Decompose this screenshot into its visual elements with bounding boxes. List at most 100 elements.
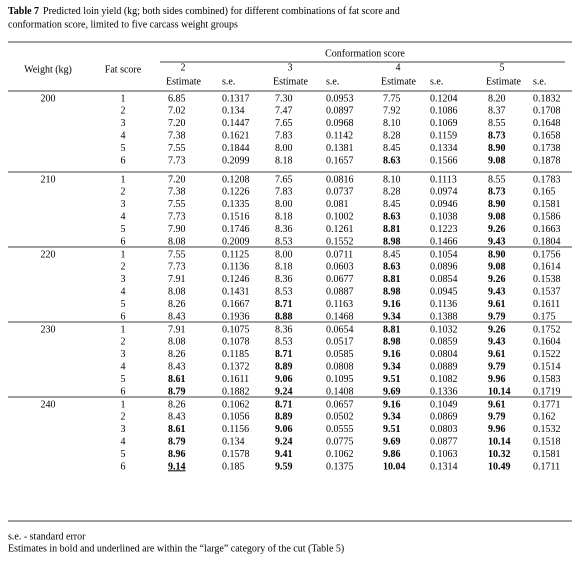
estimate-cell: 8.88 <box>275 311 293 322</box>
estimate-cell: 8.61 <box>168 424 186 435</box>
fat-score-cell: 6 <box>121 386 126 397</box>
se-cell: 0.0775 <box>326 436 354 447</box>
se-cell: 0.1032 <box>430 324 458 335</box>
se-cell: 0.1586 <box>533 211 561 222</box>
se-cell: 0.1771 <box>533 399 561 410</box>
footnote: Estimates in bold and underlined are wit… <box>8 543 344 554</box>
se-cell: 0.1049 <box>430 399 458 410</box>
se-cell: 0.1708 <box>533 106 561 117</box>
se-cell: 0.1882 <box>222 386 250 397</box>
estimate-cell: 8.18 <box>275 155 293 166</box>
se-cell: 0.1604 <box>533 337 561 348</box>
se-cell: 0.0974 <box>430 187 458 198</box>
estimate-cell: 8.53 <box>275 286 293 297</box>
footnote: s.e. - standard error <box>8 531 86 542</box>
estimate-cell: 8.89 <box>275 412 293 423</box>
se-cell: 0.1054 <box>430 249 458 260</box>
estimate-cell: 9.69 <box>383 386 401 397</box>
se-cell: 0.1388 <box>430 311 458 322</box>
se-cell: 0.165 <box>533 187 556 198</box>
estimate-cell: 8.63 <box>383 211 401 222</box>
se-cell: 0.0889 <box>430 361 458 372</box>
estimate-cell: 9.08 <box>488 211 506 222</box>
estimate-cell: 9.26 <box>488 224 506 235</box>
se-cell: 0.1335 <box>222 199 250 210</box>
se-cell: 0.1317 <box>222 93 250 104</box>
se-cell: 0.1075 <box>222 324 250 335</box>
se-cell: 0.0897 <box>326 106 354 117</box>
se-cell: 0.0854 <box>430 274 458 285</box>
se-cell: 0.1113 <box>430 174 457 185</box>
se-cell: 0.1804 <box>533 236 561 247</box>
se-cell: 0.1538 <box>533 274 561 285</box>
estimate-cell: 9.16 <box>383 349 401 360</box>
se-cell: 0.1223 <box>430 224 458 235</box>
fat-score-cell: 6 <box>121 236 126 247</box>
se-cell: 0.175 <box>533 311 556 322</box>
estimate-cell: 9.59 <box>275 461 293 472</box>
estimate-cell: 9.61 <box>488 349 506 360</box>
sub-header: s.e. <box>326 76 339 87</box>
se-cell: 0.1752 <box>533 324 561 335</box>
se-cell: 0.1719 <box>533 386 561 397</box>
se-cell: 0.0555 <box>326 424 354 435</box>
estimate-cell: 9.51 <box>383 424 401 435</box>
estimate-cell: 8.73 <box>488 187 506 198</box>
sub-header: Estimate <box>381 76 417 87</box>
se-cell: 0.1336 <box>430 386 458 397</box>
weight-cell: 200 <box>41 93 56 104</box>
se-cell: 0.1447 <box>222 118 250 129</box>
estimate-cell: 9.43 <box>488 337 506 348</box>
estimate-cell: 7.91 <box>168 274 186 285</box>
se-cell: 0.1431 <box>222 286 250 297</box>
estimate-cell: 8.28 <box>383 130 401 141</box>
column-header: Fat score <box>105 64 142 75</box>
se-cell: 0.1082 <box>430 374 458 385</box>
fat-score-cell: 1 <box>121 93 126 104</box>
estimate-cell: 9.14 <box>168 461 186 472</box>
se-cell: 0.1648 <box>533 118 561 129</box>
estimate-cell: 8.18 <box>275 211 293 222</box>
se-cell: 0.1226 <box>222 187 250 198</box>
se-cell: 0.1314 <box>430 461 458 472</box>
caption-text: conformation score, limited to five carc… <box>8 19 238 30</box>
se-cell: 0.1185 <box>222 349 249 360</box>
estimate-cell: 8.10 <box>383 118 401 129</box>
se-cell: 0.1537 <box>533 286 561 297</box>
estimate-cell: 9.43 <box>488 286 506 297</box>
estimate-cell: 8.45 <box>383 143 401 154</box>
estimate-cell: 9.08 <box>488 155 506 166</box>
estimate-cell: 9.79 <box>488 412 506 423</box>
estimate-cell: 8.00 <box>275 143 293 154</box>
fat-score-cell: 4 <box>121 361 126 372</box>
estimate-cell: 7.91 <box>168 324 186 335</box>
estimate-cell: 8.26 <box>168 399 186 410</box>
se-cell: 0.1408 <box>326 386 354 397</box>
fat-score-cell: 6 <box>121 155 126 166</box>
se-cell: 0.1069 <box>430 118 458 129</box>
se-cell: 0.1581 <box>533 199 561 210</box>
se-cell: 0.1468 <box>326 311 354 322</box>
estimate-cell: 8.98 <box>383 337 401 348</box>
estimate-cell: 8.55 <box>488 118 506 129</box>
se-cell: 0.1611 <box>222 374 249 385</box>
se-cell: 0.1583 <box>533 374 561 385</box>
estimate-cell: 8.63 <box>383 155 401 166</box>
estimate-cell: 9.69 <box>383 436 401 447</box>
estimate-cell: 8.71 <box>275 349 293 360</box>
estimate-cell: 9.08 <box>488 262 506 273</box>
se-cell: 0.1756 <box>533 249 561 260</box>
estimate-cell: 9.96 <box>488 424 506 435</box>
estimate-cell: 7.38 <box>168 130 186 141</box>
se-cell: 0.1832 <box>533 93 561 104</box>
se-cell: 0.1663 <box>533 224 561 235</box>
se-cell: 0.0869 <box>430 412 458 423</box>
estimate-cell: 8.53 <box>275 337 293 348</box>
fat-score-cell: 5 <box>121 374 126 385</box>
estimate-cell: 7.55 <box>168 249 186 260</box>
se-cell: 0.0677 <box>326 274 354 285</box>
estimate-cell: 8.63 <box>383 262 401 273</box>
se-cell: 0.1936 <box>222 311 250 322</box>
se-cell: 0.0585 <box>326 349 354 360</box>
se-cell: 0.162 <box>533 412 556 423</box>
